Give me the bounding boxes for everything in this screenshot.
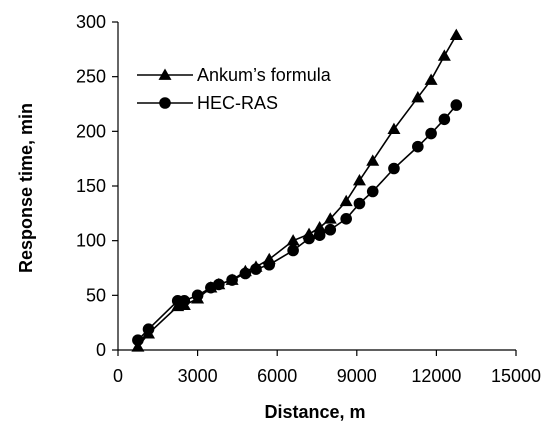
data-point: [412, 140, 424, 153]
data-point: [323, 212, 337, 224]
data-point: [366, 185, 379, 198]
data-point: [191, 289, 204, 302]
legend-item: Ankum’s formula: [137, 65, 332, 85]
data-point: [352, 174, 366, 186]
y-tick-label: 0: [96, 340, 106, 360]
legend-marker-circle: [159, 97, 171, 109]
data-point: [411, 90, 425, 103]
data-point: [424, 73, 438, 85]
y-axis-title: Response time, min: [16, 103, 36, 273]
data-point: [286, 234, 300, 246]
x-tick-label: 6000: [257, 366, 297, 386]
y-tick-label: 50: [86, 285, 106, 305]
series-layer: [131, 28, 463, 352]
legend-label: Ankum’s formula: [197, 65, 332, 85]
x-axis-title: Distance, m: [264, 402, 365, 422]
data-point: [438, 113, 451, 126]
y-tick-label: 150: [76, 176, 106, 196]
data-point: [287, 244, 299, 257]
data-point: [313, 221, 327, 233]
y-tick-label: 200: [76, 121, 106, 141]
data-point: [226, 274, 238, 286]
data-point: [437, 49, 451, 61]
data-point: [178, 295, 191, 307]
x-tick-label: 12000: [411, 366, 461, 386]
x-tick-label: 0: [113, 366, 123, 386]
x-tick-label: 9000: [337, 366, 377, 386]
data-point: [339, 194, 353, 207]
data-point: [250, 263, 262, 275]
data-point: [313, 229, 326, 241]
x-tick-label: 15000: [491, 366, 541, 386]
data-point: [263, 258, 276, 271]
data-point: [366, 154, 380, 166]
data-point: [303, 232, 315, 245]
y-tick-label: 300: [76, 12, 106, 32]
legend-label: HEC-RAS: [197, 93, 278, 113]
data-point: [425, 127, 437, 140]
data-point: [132, 334, 144, 346]
data-point: [450, 99, 463, 111]
data-point: [324, 223, 337, 236]
data-point: [239, 267, 252, 280]
y-tick-label: 250: [76, 67, 106, 87]
legend-marker-triangle: [158, 68, 172, 80]
data-point: [387, 122, 401, 135]
data-point: [353, 197, 366, 210]
data-point: [142, 323, 155, 336]
data-point: [340, 213, 352, 225]
data-point: [213, 278, 225, 291]
x-tick-label: 3000: [178, 366, 218, 386]
y-tick-label: 100: [76, 231, 106, 251]
series-hec-ras: [132, 99, 463, 346]
legend: Ankum’s formula HEC-RAS: [137, 65, 332, 113]
data-point: [449, 28, 463, 40]
legend-item: HEC-RAS: [137, 93, 278, 113]
data-point: [388, 162, 400, 175]
